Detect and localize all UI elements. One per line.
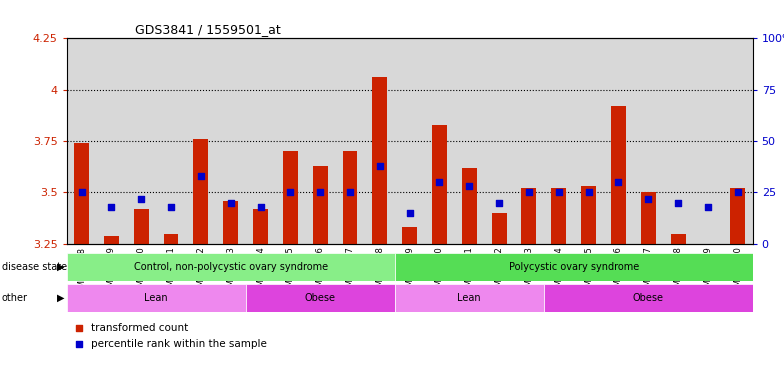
Bar (67, 253, 394, 281)
Point (254, 204, 267, 210)
Point (434, 179, 446, 185)
Bar (67, 284, 245, 312)
Text: transformed count: transformed count (91, 323, 188, 333)
Bar (492, 213, 506, 244)
Bar (730, 189, 745, 244)
Bar (670, 233, 685, 244)
Point (75, 189, 88, 195)
Bar (343, 151, 358, 244)
Text: Lean: Lean (458, 293, 481, 303)
Point (463, 183, 476, 189)
Bar (521, 189, 536, 244)
Bar (134, 209, 149, 244)
Point (73, 325, 85, 331)
Point (403, 210, 416, 216)
Text: Obese: Obese (305, 293, 336, 303)
Bar (432, 125, 447, 244)
Bar (581, 186, 596, 244)
Point (373, 163, 386, 169)
Bar (313, 166, 328, 244)
Point (343, 189, 356, 195)
Point (731, 189, 744, 195)
Text: Polycystic ovary syndrome: Polycystic ovary syndrome (509, 262, 639, 272)
Text: disease state: disease state (2, 262, 67, 272)
Point (314, 189, 326, 195)
Text: other: other (2, 293, 27, 303)
Text: ▶: ▶ (57, 293, 65, 303)
Point (194, 173, 207, 179)
Bar (462, 168, 477, 244)
Text: ▶: ▶ (57, 262, 65, 272)
Bar (372, 78, 387, 244)
Bar (74, 143, 89, 244)
Point (73, 341, 85, 347)
Bar (394, 253, 753, 281)
Bar (245, 284, 394, 312)
Bar (641, 192, 655, 244)
Text: percentile rank within the sample: percentile rank within the sample (91, 339, 267, 349)
Bar (253, 209, 268, 244)
Bar (104, 236, 119, 244)
Text: Control, non-polycystic ovary syndrome: Control, non-polycystic ovary syndrome (133, 262, 328, 272)
Bar (223, 201, 238, 244)
Point (583, 189, 595, 195)
Bar (394, 284, 544, 312)
Point (284, 189, 296, 195)
Bar (551, 189, 566, 244)
Point (702, 204, 714, 210)
Bar (402, 227, 417, 244)
Bar (544, 284, 753, 312)
Bar (611, 106, 626, 244)
Point (165, 204, 177, 210)
Bar (283, 151, 298, 244)
Bar (164, 233, 179, 244)
Bar (194, 139, 209, 244)
Point (523, 189, 535, 195)
Text: Lean: Lean (144, 293, 168, 303)
Text: GDS3841 / 1559501_at: GDS3841 / 1559501_at (135, 23, 281, 36)
Point (224, 200, 237, 206)
Point (553, 189, 565, 195)
Point (493, 200, 506, 206)
Point (642, 195, 655, 202)
Point (135, 195, 147, 202)
Point (105, 204, 118, 210)
Point (612, 179, 625, 185)
Point (672, 200, 684, 206)
Text: Obese: Obese (633, 293, 664, 303)
